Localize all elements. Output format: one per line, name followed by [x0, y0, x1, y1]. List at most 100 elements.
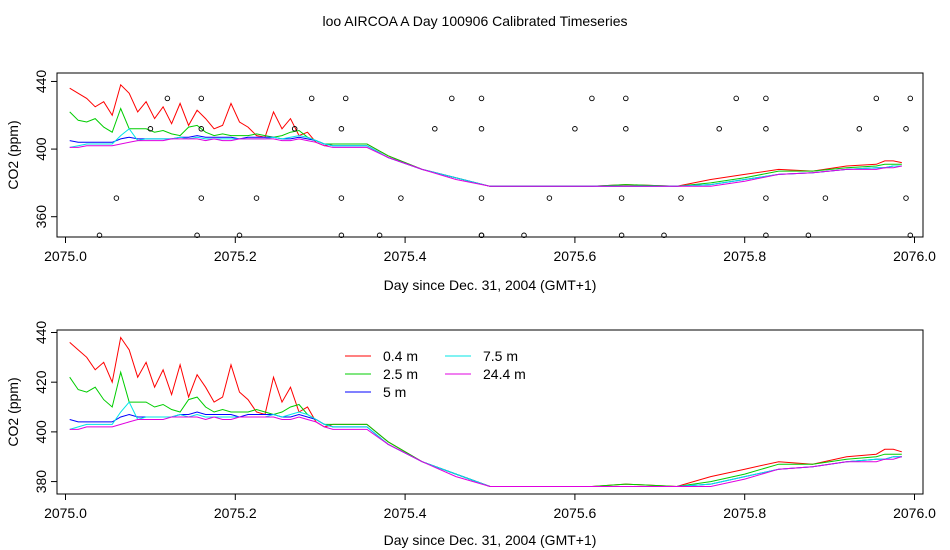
top-point-marker — [342, 95, 349, 102]
top-point-marker — [338, 126, 345, 132]
top-y-axis-label: CO2 (ppm) — [5, 120, 21, 189]
legend-label-24-4-m: 24.4 m — [483, 366, 526, 382]
top-x-tick-label: 2075.4 — [384, 248, 427, 264]
top-point-marker — [907, 95, 914, 102]
top-x-tick-label: 2076.0 — [893, 248, 936, 264]
top-point-marker — [308, 95, 315, 102]
legend-label-5-m: 5 m — [383, 384, 406, 400]
top-point-marker — [572, 126, 578, 132]
top-point-marker — [763, 232, 769, 239]
top-point-marker — [236, 232, 243, 239]
top-x-tick-label: 2075.0 — [44, 248, 87, 264]
top-point-marker — [763, 95, 769, 102]
top-point-marker — [618, 195, 625, 201]
top-point-marker — [338, 195, 345, 201]
bottom-x-tick-label: 2075.0 — [44, 505, 87, 521]
top-point-marker — [96, 232, 103, 239]
top-y-tick-label: 400 — [33, 137, 49, 161]
top-point-marker — [376, 232, 383, 239]
top-point-marker — [432, 126, 438, 132]
bottom-x-tick-label: 2075.6 — [553, 505, 596, 521]
top-point-marker — [449, 95, 455, 102]
top-point-marker — [521, 232, 527, 239]
top-point-marker — [147, 126, 154, 132]
top-point-marker — [478, 126, 485, 132]
bottom-y-tick-label: 400 — [33, 420, 49, 444]
top-point-marker — [194, 232, 200, 239]
legend-label-0-4-m: 0.4 m — [383, 348, 418, 364]
legend-label-7-5-m: 7.5 m — [483, 348, 518, 364]
bottom-series-line-7-5-m — [69, 401, 902, 487]
top-point-marker — [478, 195, 485, 201]
bottom-y-tick-label: 440 — [33, 321, 49, 345]
top-series-line-24-4-m — [69, 138, 902, 187]
bottom-x-tick-label: 2075.4 — [384, 505, 427, 521]
top-line-series — [69, 83, 902, 187]
top-point-marker — [164, 95, 171, 102]
legend: 0.4 m 2.5 m 5 m 7.5 m 24.4 m — [345, 348, 526, 400]
top-point-marker — [856, 126, 863, 132]
top-y-axis: 360 400 440 — [33, 70, 57, 229]
top-point-marker — [733, 95, 739, 102]
top-point-marker — [763, 126, 769, 132]
top-point-marker — [822, 195, 829, 201]
legend-label-2-5-m: 2.5 m — [383, 366, 418, 382]
top-point-marker — [661, 232, 667, 239]
top-plot-frame — [56, 72, 924, 238]
top-point-marker — [589, 95, 595, 102]
top-point-marker — [873, 95, 880, 102]
top-point-marker — [678, 195, 684, 201]
top-point-marker — [907, 232, 914, 239]
page-title: loo AIRCOA A Day 100906 Calibrated Times… — [322, 13, 627, 29]
top-x-axis-label: Day since Dec. 31, 2004 (GMT+1) — [384, 277, 597, 293]
top-series-line-0-4-m — [69, 83, 902, 187]
top-y-tick-label: 360 — [33, 205, 49, 229]
top-point-marker — [198, 95, 205, 102]
top-x-axis: 2075.0 2075.2 2075.4 2075.6 2075.8 2076.0 — [44, 237, 936, 264]
bottom-x-axis-label: Day since Dec. 31, 2004 (GMT+1) — [384, 532, 597, 548]
bottom-series-line-5-m — [69, 411, 902, 487]
top-point-marker — [198, 195, 205, 201]
top-point-marker — [338, 232, 345, 239]
top-point-marker — [478, 232, 485, 239]
top-x-tick-label: 2075.8 — [723, 248, 766, 264]
top-point-marker — [716, 126, 722, 132]
top-point-marker — [805, 232, 812, 239]
top-chart-panel: 2075.0 2075.2 2075.4 2075.6 2075.8 2076.0 360… — [5, 70, 936, 293]
top-point-markers — [96, 95, 914, 239]
bottom-x-tick-label: 2075.8 — [723, 505, 766, 521]
top-point-marker — [623, 126, 629, 132]
bottom-x-tick-label: 2075.2 — [214, 505, 257, 521]
bottom-line-series — [69, 336, 902, 488]
top-point-marker — [253, 195, 260, 201]
top-point-marker — [546, 195, 553, 201]
top-point-marker — [618, 232, 625, 239]
bottom-y-tick-label: 420 — [33, 370, 49, 394]
bottom-y-axis-label: CO2 (ppm) — [5, 377, 21, 446]
top-x-tick-label: 2075.2 — [214, 248, 257, 264]
bottom-series-line-2-5-m — [69, 370, 902, 488]
top-point-marker — [198, 126, 205, 132]
bottom-y-tick-label: 380 — [33, 470, 49, 494]
bottom-x-tick-label: 2076.0 — [893, 505, 936, 521]
bottom-x-axis: 2075.0 2075.2 2075.4 2075.6 2075.8 2076.0 — [44, 494, 936, 521]
top-series-line-2-5-m — [69, 107, 902, 187]
top-series-line-5-m — [69, 135, 902, 187]
top-point-marker — [291, 126, 298, 132]
top-x-tick-label: 2075.6 — [553, 248, 596, 264]
top-series-line-7-5-m — [69, 128, 902, 187]
top-point-marker — [398, 195, 404, 201]
top-y-tick-label: 440 — [33, 70, 49, 94]
top-point-marker — [903, 195, 909, 201]
bottom-series-line-24-4-m — [69, 416, 902, 487]
bottom-series-line-0-4-m — [69, 336, 902, 488]
top-point-marker — [763, 195, 769, 201]
bottom-chart-panel: 0.4 m2.5 m5 m7.5 m24.4 m 2075.0 2075.2 207… — [5, 321, 936, 548]
bottom-y-axis: 380 400 420 440 — [33, 321, 57, 494]
top-point-marker — [478, 95, 485, 102]
top-point-marker — [623, 95, 629, 102]
top-point-marker — [903, 126, 909, 132]
bottom-plot-frame — [56, 329, 924, 495]
top-point-marker — [113, 195, 120, 201]
